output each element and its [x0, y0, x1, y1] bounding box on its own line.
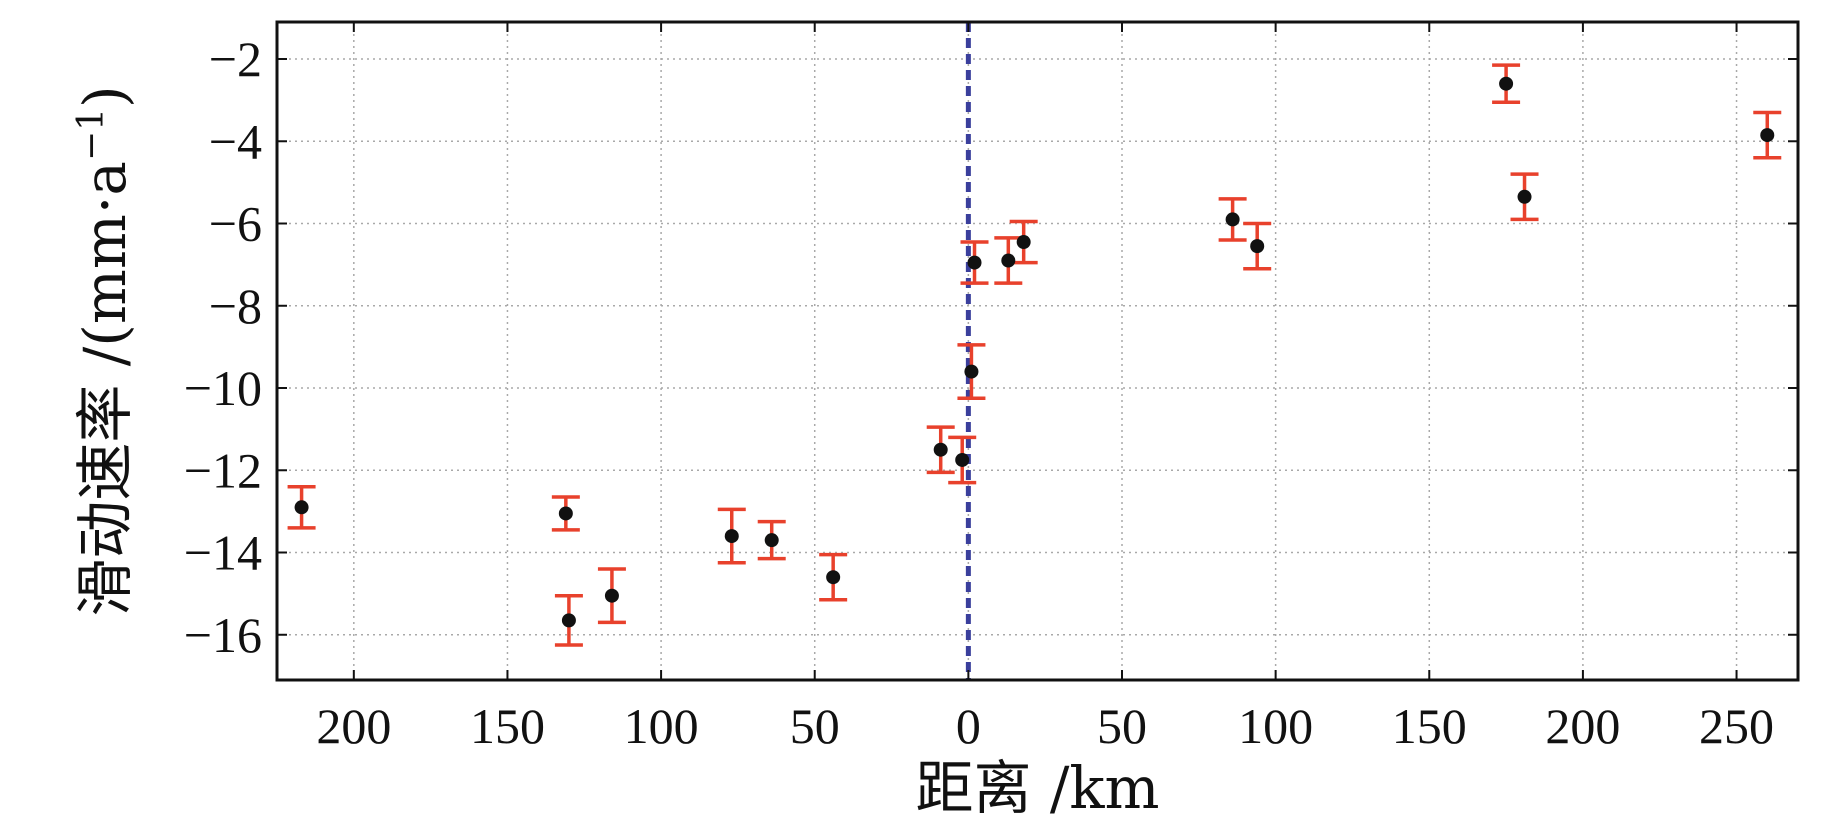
- y-tick-label: −4: [209, 113, 262, 169]
- x-tick-label: 200: [316, 698, 391, 754]
- axis-ticks: [277, 22, 1798, 680]
- y-tick-label: −14: [184, 525, 262, 581]
- data-point: [294, 500, 309, 515]
- y-tick-label: −16: [184, 607, 262, 663]
- data-point: [933, 442, 948, 457]
- x-tick-label: 50: [1097, 698, 1147, 754]
- y-axis-title: 滑动速率 /(mm·a−1): [71, 85, 139, 616]
- y-tick-labels: −2 −4 −6 −8 −10 −12 −14 −16: [184, 31, 262, 663]
- data-point: [1517, 189, 1532, 204]
- data-point: [1499, 76, 1514, 91]
- x-tick-label: 250: [1699, 698, 1774, 754]
- data-point: [1760, 128, 1775, 143]
- data-point: [1225, 212, 1240, 227]
- y-tick-label: −6: [209, 196, 262, 252]
- data-point: [1250, 239, 1265, 254]
- x-tick-label: 50: [790, 698, 840, 754]
- data-point: [764, 533, 779, 548]
- data-points: [294, 76, 1775, 628]
- y-tick-label: −10: [184, 360, 262, 416]
- data-point: [964, 364, 979, 379]
- x-tick-label: 0: [956, 698, 981, 754]
- data-point: [1001, 253, 1016, 268]
- grid-lines: [277, 22, 1798, 680]
- data-point: [1016, 235, 1031, 250]
- x-tick-label: 150: [1392, 698, 1467, 754]
- x-tick-labels: 200 150 100 50 0 50 100 150 200 250: [316, 698, 1774, 754]
- y-tick-label: −12: [184, 442, 262, 498]
- data-point: [826, 570, 841, 585]
- data-point: [561, 613, 576, 628]
- error-bars: [287, 63, 1782, 647]
- y-tick-label: −8: [209, 278, 262, 334]
- x-tick-label: 150: [470, 698, 545, 754]
- data-point: [955, 452, 970, 467]
- y-axis-title-close: ): [71, 85, 139, 108]
- y-tick-label: −2: [209, 31, 262, 87]
- y-axis-title-superscript: −1: [71, 108, 112, 161]
- x-tick-label: 200: [1545, 698, 1620, 754]
- data-point: [604, 588, 619, 603]
- data-point: [724, 529, 739, 544]
- data-point: [558, 506, 573, 521]
- plot-frame: [275, 20, 1800, 682]
- y-axis-title-main: 滑动速率 /(mm·a: [71, 161, 139, 617]
- data-point: [967, 255, 982, 270]
- x-tick-label: 100: [1238, 698, 1313, 754]
- x-axis-title: 距离 /km: [915, 754, 1159, 822]
- x-tick-label: 100: [624, 698, 699, 754]
